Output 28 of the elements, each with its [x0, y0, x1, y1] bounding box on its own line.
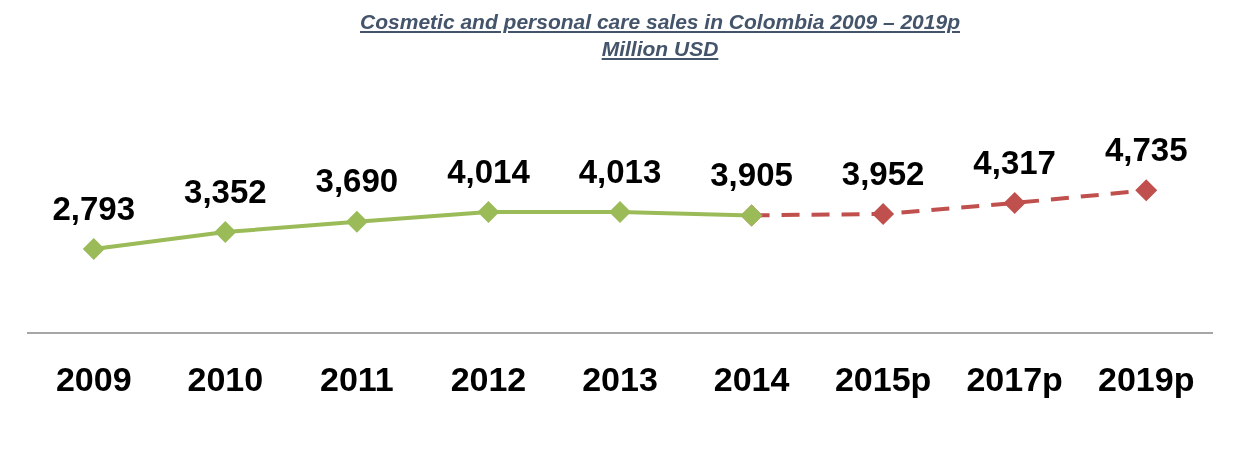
data-label: 2,793: [52, 189, 136, 227]
data-label: 4,317: [973, 143, 1056, 181]
chart-subtitle: Million USD: [600, 36, 720, 62]
data-label: 3,352: [184, 172, 267, 210]
data-label: 3,952: [841, 154, 925, 192]
x-tick-label: 2011: [320, 359, 394, 398]
x-tick-label: 2015p: [834, 359, 932, 398]
point: [214, 221, 237, 244]
x-tick-label: 2019p: [1098, 359, 1195, 398]
data-label: 4,014: [447, 152, 531, 190]
point: [872, 202, 895, 225]
point: [1003, 191, 1026, 214]
point: [1135, 179, 1158, 202]
chart-title: Cosmetic and personal care sales in Colombia 2009 – 2019p: [359, 9, 961, 35]
point: [82, 237, 105, 260]
point: [477, 201, 500, 224]
data-label: 4,735: [1104, 130, 1188, 168]
data-label: 3,905: [710, 155, 793, 193]
x-tick-label: 2014: [713, 359, 790, 398]
x-tick-label: 2012: [450, 359, 527, 398]
point: [609, 201, 631, 224]
x-tick-label: 2013: [582, 359, 658, 398]
data-label: 4,013: [578, 152, 662, 190]
x-tick-label: 2017p: [966, 359, 1063, 398]
x-tick-label: 2010: [187, 359, 264, 398]
point: [345, 210, 368, 233]
x-tick-label: 2009: [55, 359, 132, 398]
data-label: 3,690: [315, 162, 399, 200]
